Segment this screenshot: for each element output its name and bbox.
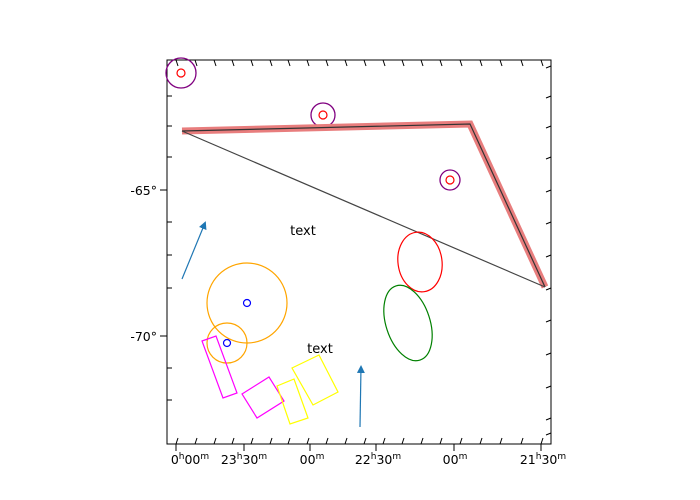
region-box-yellow-1: [276, 378, 309, 425]
frame-tick-right-11: [545, 385, 552, 389]
region-ellipse-green: [383, 284, 433, 362]
region-box-yellow-2: [291, 354, 339, 406]
frame-tick-right-8: [545, 287, 552, 291]
frame-tick-bottom-17: [479, 437, 483, 445]
frame-tick-right-4: [545, 156, 552, 160]
frame-tick-top-14: [420, 59, 424, 67]
frame-tick-top-6: [269, 59, 273, 67]
x-tick-label-2: 23h30m: [221, 452, 267, 467]
frame-tick-right-7: [545, 254, 552, 258]
frame-tick-top-7: [287, 59, 291, 67]
frame-tick-top-15: [439, 59, 443, 67]
region-box-magenta-1: [201, 335, 238, 399]
x-tick-6: 21h30m: [520, 444, 566, 467]
region-circle-point-2-center: [318, 110, 328, 120]
frame-tick-bottom-7: [287, 437, 291, 445]
frame-tick-bottom-13: [401, 437, 405, 445]
frame-tick-top-9: [325, 59, 329, 67]
region-vector-1: [181, 221, 207, 280]
region-text-2: text: [307, 342, 333, 357]
frame-tick-top-20: [540, 59, 544, 67]
frame-tick-bottom-15: [439, 437, 443, 445]
plot-area: [166, 59, 552, 445]
frame-tick-right-1: [545, 65, 552, 69]
frame-tick-right-13: [545, 432, 552, 436]
frame-tick-bottom-14: [420, 437, 424, 445]
region-circle-point-1: [165, 57, 197, 89]
frame-tick-top-4: [231, 59, 235, 67]
x-tick-1: 0h00m: [171, 444, 209, 467]
frame-tick-top-17: [479, 59, 483, 67]
frame-tick-top-19: [520, 59, 524, 67]
region-box-magenta-2: [241, 376, 285, 419]
frame-tick-top-12: [382, 59, 386, 67]
frame-tick-bottom-19: [520, 437, 524, 445]
frame-tick-right-3: [545, 125, 552, 129]
y-tick-label-2: -70°: [130, 329, 157, 344]
region-polyline-core: [181, 123, 546, 288]
frame-tick-bottom-12: [382, 437, 386, 445]
regions-layer: text text: [165, 57, 549, 428]
region-circle-point-3: [439, 169, 461, 191]
region-text-1: text: [290, 224, 316, 239]
frame-tick-bottom-6: [269, 437, 273, 445]
region-point-blue-2: [222, 338, 232, 348]
frame-tick-top-18: [499, 59, 503, 67]
frame-ticks: [167, 59, 552, 445]
frame-tick-top-8: [306, 59, 310, 67]
region-point-blue-1: [242, 298, 252, 308]
y-tick-label-1: -65°: [130, 183, 157, 198]
frame-tick-bottom-3: [213, 437, 217, 445]
x-tick-label-4: 22h30m: [355, 452, 401, 467]
region-ellipse-red: [397, 231, 443, 293]
frame-tick-right-9: [545, 319, 552, 323]
frame-tick-right-12: [545, 417, 552, 421]
region-vector-2: [356, 365, 365, 428]
region-polygon-closing-edge: [181, 130, 546, 288]
y-axis: -65° -70°: [130, 183, 167, 344]
frame-tick-top-16: [459, 59, 463, 67]
x-tick-4: 22h30m: [355, 444, 401, 467]
frame-tick-bottom-9: [325, 437, 329, 445]
frame-tick-top-2: [194, 59, 198, 67]
frame-tick-bottom-16: [459, 437, 463, 445]
region-circle-point-3-center: [445, 175, 455, 185]
frame-tick-right-2: [545, 95, 552, 99]
frame-tick-bottom-8: [306, 437, 310, 445]
region-circle-point-1-center: [176, 68, 186, 78]
x-tick-2: 23h30m: [221, 444, 267, 467]
frame-tick-bottom-18: [499, 437, 503, 445]
frame-tick-bottom-11: [363, 437, 367, 445]
x-tick-3: 00m: [300, 444, 325, 467]
frame-tick-bottom-20: [540, 437, 544, 445]
frame-tick-bottom-2: [194, 437, 198, 445]
x-tick-label-6: 21h30m: [520, 452, 566, 467]
frame-tick-top-3: [213, 59, 217, 67]
frame-tick-top-1: [175, 59, 179, 67]
frame-tick-bottom-4: [231, 437, 235, 445]
frame-tick-bottom-10: [344, 437, 348, 445]
x-tick-5: 00m: [443, 444, 468, 467]
frame-tick-right-5: [545, 189, 552, 193]
frame-tick-top-13: [401, 59, 405, 67]
x-tick-label-5: 00m: [443, 452, 468, 467]
region-circle-orange-small: [206, 322, 248, 364]
x-tick-label-3: 00m: [300, 452, 325, 467]
frame-tick-right-6: [545, 221, 552, 225]
frame-tick-top-5: [250, 59, 254, 67]
frame-tick-right-10: [545, 352, 552, 356]
x-tick-label-1: 0h00m: [171, 452, 209, 467]
frame-tick-bottom-1: [175, 437, 179, 445]
frame-tick-top-11: [363, 59, 367, 67]
frame-tick-bottom-5: [250, 437, 254, 445]
frame-tick-top-10: [344, 59, 348, 67]
x-axis: 0h00m 23h30m 00m 22h30m 00m: [171, 444, 566, 467]
